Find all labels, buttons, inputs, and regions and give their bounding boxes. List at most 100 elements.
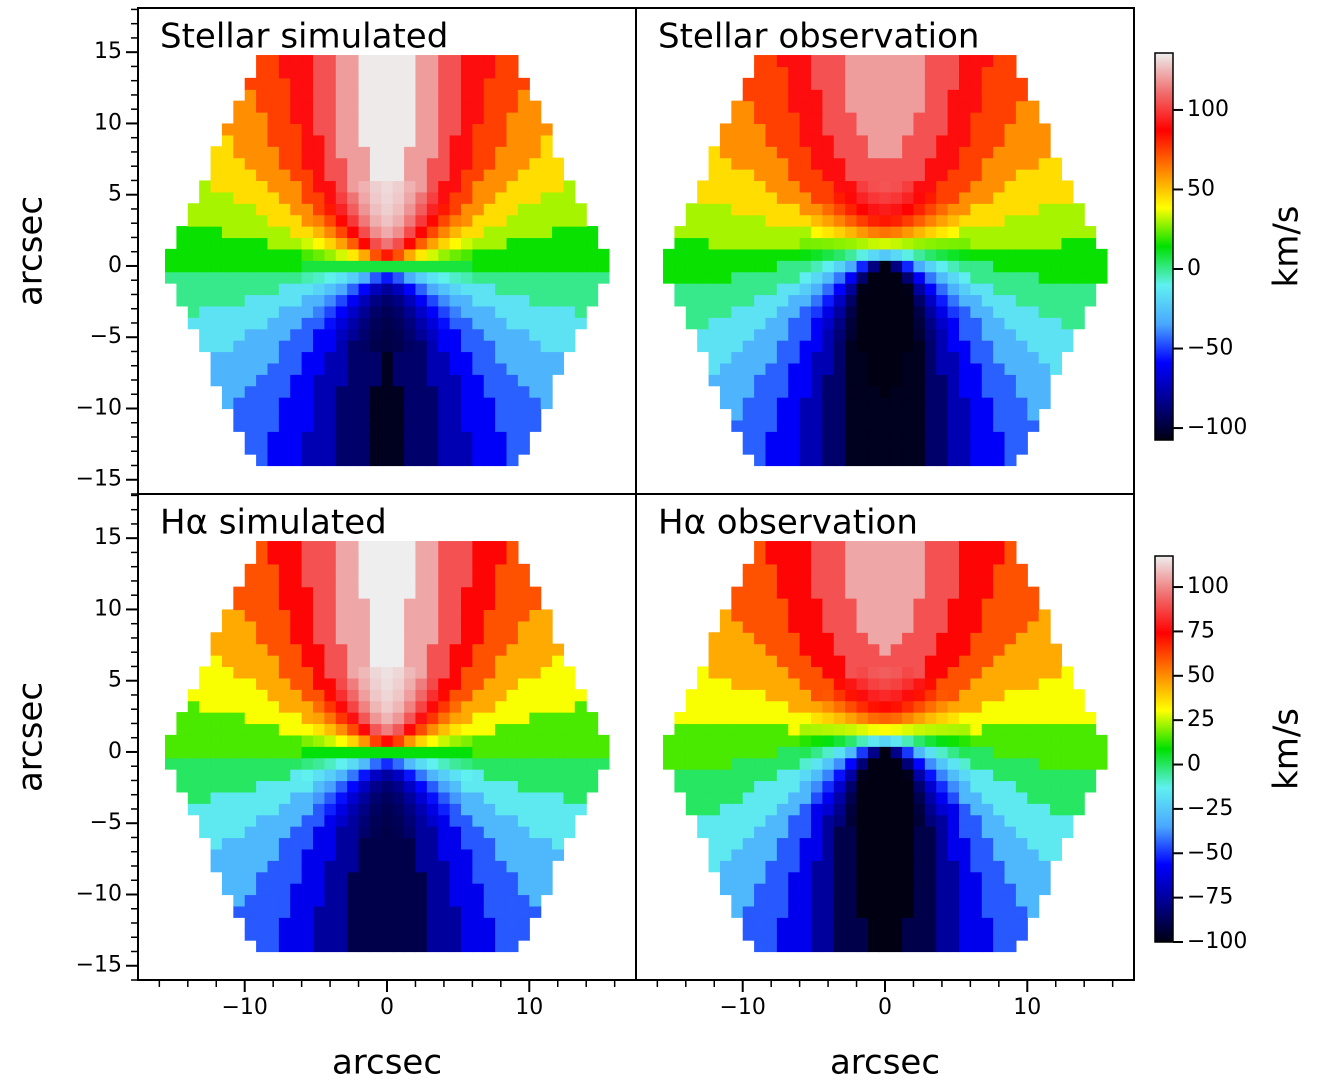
- map-pixel: [1038, 248, 1051, 261]
- map-pixel: [301, 655, 314, 668]
- map-pixel: [301, 803, 314, 816]
- map-pixel: [426, 248, 439, 261]
- map-pixel: [221, 134, 234, 147]
- map-pixel: [822, 112, 835, 125]
- map-pixel: [833, 362, 846, 375]
- map-pixel: [404, 575, 417, 588]
- map-pixel: [278, 837, 291, 850]
- map-pixel: [902, 305, 915, 318]
- map-pixel: [483, 940, 496, 953]
- map-pixel: [833, 305, 846, 318]
- map-pixel: [731, 294, 744, 307]
- map-pixel: [765, 89, 778, 102]
- map-pixel: [685, 723, 698, 736]
- map-pixel: [460, 408, 473, 421]
- map-pixel: [313, 780, 325, 793]
- map-pixel: [1027, 294, 1040, 307]
- map-pixel: [290, 305, 303, 318]
- map-pixel: [788, 374, 801, 387]
- map-pixel: [902, 442, 915, 455]
- map-pixel: [369, 940, 382, 953]
- map-pixel: [958, 431, 971, 444]
- map-pixel: [392, 112, 405, 125]
- map-pixel: [913, 294, 926, 307]
- map-pixel: [776, 826, 789, 839]
- map-pixel: [970, 157, 983, 170]
- map-pixel: [1050, 317, 1063, 330]
- map-pixel: [324, 55, 337, 68]
- map-pixel: [347, 362, 360, 375]
- map-pixel: [483, 271, 496, 284]
- map-pixel: [415, 226, 428, 239]
- map-pixel: [369, 442, 382, 455]
- map-pixel: [335, 226, 348, 239]
- map-pixel: [754, 271, 767, 284]
- map-pixel: [913, 351, 926, 364]
- map-pixel: [278, 55, 291, 68]
- map-pixel: [358, 586, 371, 599]
- map-pixel: [958, 271, 971, 284]
- map-pixel: [449, 408, 462, 421]
- map-pixel: [1050, 837, 1063, 850]
- map-pixel: [244, 769, 257, 782]
- map-pixel: [381, 419, 394, 432]
- map-pixel: [221, 837, 234, 850]
- map-pixel: [890, 134, 903, 147]
- map-pixel: [958, 734, 971, 747]
- map-pixel: [1015, 905, 1028, 918]
- map-pixel: [708, 203, 721, 216]
- map-pixel: [335, 294, 348, 307]
- map-pixel: [833, 454, 846, 467]
- map-pixel: [290, 541, 303, 554]
- map-pixel: [290, 769, 303, 782]
- map-pixel: [719, 666, 732, 679]
- map-pixel: [879, 374, 892, 387]
- map-pixel: [267, 871, 280, 884]
- map-pixel: [811, 837, 823, 850]
- map-pixel: [879, 283, 892, 296]
- map-pixel: [947, 431, 960, 444]
- map-pixel: [483, 871, 496, 884]
- map-pixel: [472, 746, 485, 759]
- map-pixel: [708, 689, 721, 702]
- map-pixel: [335, 180, 348, 193]
- map-pixel: [460, 77, 473, 90]
- map-pixel: [742, 237, 755, 250]
- map-pixel: [438, 837, 451, 850]
- map-pixel: [244, 803, 257, 816]
- map-pixel: [902, 226, 915, 239]
- map-pixel: [754, 609, 767, 622]
- map-pixel: [765, 351, 778, 364]
- map-pixel: [506, 586, 519, 599]
- map-pixel: [856, 677, 869, 690]
- map-pixel: [970, 237, 983, 250]
- map-pixel: [301, 780, 314, 793]
- map-pixel: [1061, 237, 1074, 250]
- map-pixel: [404, 643, 417, 656]
- map-pixel: [563, 791, 576, 804]
- map-pixel: [574, 769, 587, 782]
- map-pixel: [256, 123, 269, 136]
- map-pixel: [449, 77, 462, 90]
- map-pixel: [867, 362, 880, 375]
- map-pixel: [495, 362, 508, 375]
- map-pixel: [799, 442, 812, 455]
- map-pixel: [233, 340, 246, 353]
- map-pixel: [981, 803, 994, 816]
- map-pixel: [1004, 734, 1017, 747]
- map-pixel: [902, 757, 915, 770]
- map-pixel: [426, 723, 439, 736]
- map-pixel: [822, 928, 835, 941]
- map-pixel: [719, 374, 732, 387]
- map-pixel: [879, 677, 892, 690]
- map-pixel: [517, 248, 530, 261]
- map-pixel: [415, 146, 428, 159]
- map-pixel: [187, 723, 200, 736]
- x-tick-label: −10: [719, 995, 765, 1020]
- map-pixel: [1084, 769, 1097, 782]
- map-pixel: [495, 689, 508, 702]
- map-pixel: [1004, 609, 1017, 622]
- map-pixel: [199, 328, 212, 341]
- map-pixel: [460, 928, 473, 941]
